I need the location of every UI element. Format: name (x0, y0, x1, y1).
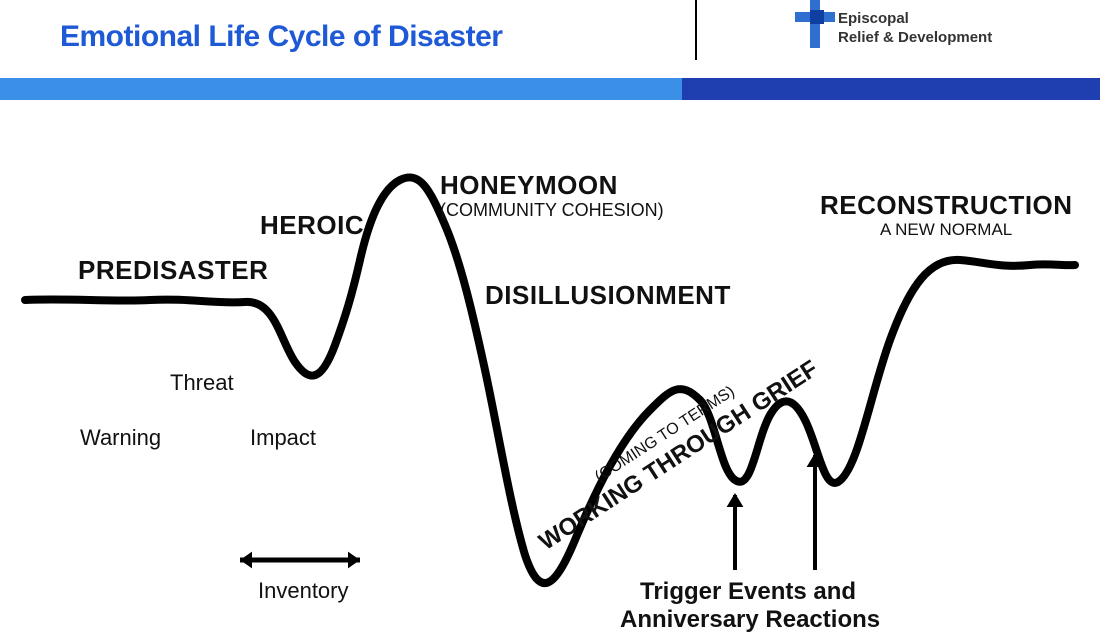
trigger-arrows-icon (727, 453, 824, 570)
label-predisaster: PREDISASTER (78, 255, 268, 286)
working-through-grief-label: (COMING TO TERMS)WORKING THROUGH GRIEF (523, 338, 823, 555)
label-trigger-l1: Trigger Events and (640, 578, 856, 606)
label-honeymoon: HONEYMOON (440, 170, 618, 201)
label-heroic: HEROIC (260, 210, 364, 241)
label-honeymoon-sub: (COMMUNITY COHESION) (440, 200, 664, 221)
label-inventory: Inventory (258, 578, 349, 604)
label-threat: Threat (170, 370, 234, 396)
diagram-page: Emotional Life Cycle of Disaster Episcop… (0, 0, 1100, 640)
label-new-normal: A NEW NORMAL (880, 220, 1012, 240)
label-reconstruction: RECONSTRUCTION (820, 190, 1073, 221)
label-disillusionment: DISILLUSIONMENT (485, 280, 731, 311)
label-impact: Impact (250, 425, 316, 451)
inventory-arrow-icon (240, 552, 360, 569)
label-warning: Warning (80, 425, 161, 451)
lifecycle-curve: (COMING TO TERMS)WORKING THROUGH GRIEF (0, 0, 1100, 640)
label-trigger-l2: Anniversary Reactions (620, 606, 880, 634)
